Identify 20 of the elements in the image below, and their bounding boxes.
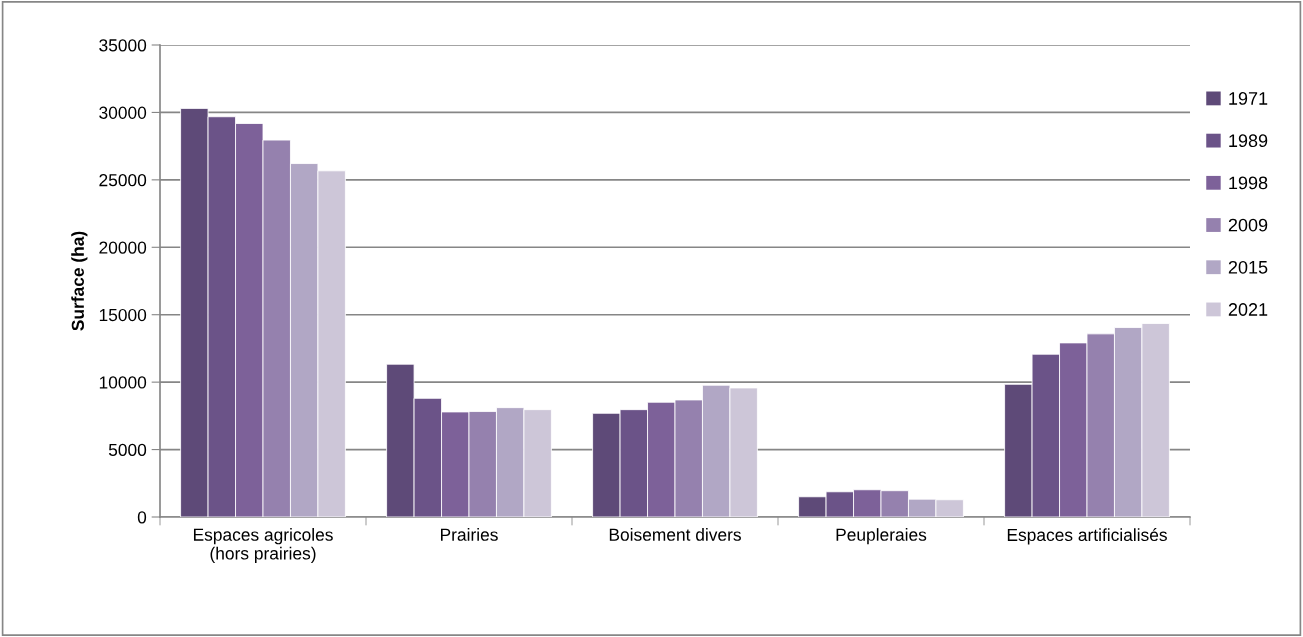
x-tick-label: Espaces artificialisés [1007,528,1167,545]
y-tick-label: 5000 [108,443,147,457]
x-tick-label: Peupleraies [836,528,927,545]
x-tick-label: Prairies [441,528,498,541]
legend-label: 2009 [1228,218,1268,232]
y-axis-title: Surface (ha) [71,231,88,331]
legend-label: 1998 [1229,176,1268,190]
y-tick-label: 15000 [99,308,147,322]
y-tick-label: 0 [137,511,147,524]
legend-label: 2021 [1228,303,1268,316]
x-tick-label: Espaces agricoles (hors prairies) [193,528,333,563]
legend-label: 1989 [1229,134,1268,148]
y-tick-label: 20000 [99,241,147,254]
legend-label: 2015 [1228,260,1268,274]
y-tick-label: 10000 [99,376,147,389]
y-tick-label: 35000 [99,39,147,52]
x-tick-label: Boisement divers [609,528,741,541]
legend-label: 1971 [1229,92,1268,105]
y-tick-label: 30000 [99,106,147,119]
y-tick-label: 25000 [99,174,147,187]
